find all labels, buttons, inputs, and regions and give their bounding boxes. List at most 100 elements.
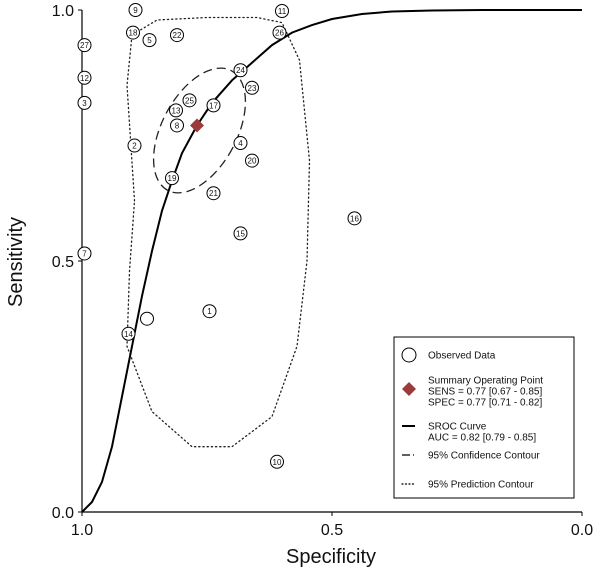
observed-point-marker <box>165 171 179 186</box>
observed-point-marker <box>245 80 259 95</box>
observed-point: 10 <box>270 454 284 469</box>
x-tick-label: 0.5 <box>321 522 343 539</box>
observed-point-label: 14 <box>124 330 133 339</box>
observed-point-label: 17 <box>209 101 218 110</box>
observed-point-marker <box>347 211 362 226</box>
observed-point-marker <box>140 311 154 326</box>
observed-point-marker <box>233 136 248 151</box>
observed-point-marker <box>77 246 92 261</box>
observed-point-marker <box>77 38 92 53</box>
observed-point: 26 <box>272 25 287 40</box>
observed-point-marker <box>170 118 184 133</box>
observed-point-marker <box>77 70 92 85</box>
observed-point: 14 <box>121 326 136 341</box>
observed-point-label: 7 <box>82 249 87 258</box>
observed-point: 15 <box>233 226 248 241</box>
observed-point-marker <box>245 153 259 168</box>
observed-point: 19 <box>165 171 179 186</box>
observed-point: 17 <box>206 98 221 113</box>
observed-point-label: 23 <box>248 84 257 93</box>
observed-point: 13 <box>169 103 183 118</box>
y-axis-title: Sensitivity <box>5 217 27 307</box>
observed-point: 9 <box>128 3 143 17</box>
observed-point: 7 <box>77 246 92 261</box>
observed-point-label: 25 <box>185 96 194 105</box>
y-tick-label: 0.5 <box>52 254 74 271</box>
legend-label: 95% Prediction Contour <box>428 480 534 491</box>
observed-point-marker <box>182 93 197 108</box>
y-tick-label: 1.0 <box>52 3 74 20</box>
observed-point-label: 18 <box>129 29 138 38</box>
legend-detail: SPEC = 0.77 [0.71 - 0.82] <box>428 398 542 409</box>
observed-point-marker <box>202 304 217 319</box>
observed-point: 11 <box>275 4 289 19</box>
observed-point-marker <box>206 186 221 201</box>
observed-point: 23 <box>245 80 259 95</box>
legend-detail: AUC = 0.82 [0.79 - 0.85] <box>428 433 536 444</box>
observed-point-label: 5 <box>147 36 152 45</box>
observed-point-label: 11 <box>278 7 287 16</box>
legend-observed-icon <box>401 347 417 363</box>
observed-point-label: 4 <box>238 139 243 148</box>
observed-point-label: 12 <box>80 74 89 83</box>
legend-detail: SENS = 0.77 [0.67 - 0.85] <box>428 387 542 398</box>
observed-point-marker <box>128 3 143 17</box>
observed-point-marker <box>126 25 140 40</box>
observed-point-marker <box>233 226 248 241</box>
observed-point-marker <box>121 326 136 341</box>
observed-point-label: 27 <box>80 41 89 50</box>
observed-point: 22 <box>170 28 184 43</box>
observed-point-marker <box>170 28 184 43</box>
observed-point-label: 8 <box>175 121 180 130</box>
observed-point-label: 2 <box>132 142 137 151</box>
observed-point-label: 9 <box>133 6 138 15</box>
observed-point: 4 <box>233 136 248 151</box>
observed-point-label: 10 <box>273 458 282 467</box>
observed-point: 24 <box>233 63 248 78</box>
observed-point: 21 <box>206 186 221 201</box>
observed-point-marker <box>77 95 92 110</box>
observed-point-marker <box>272 25 287 40</box>
observed-point: 8 <box>170 118 184 133</box>
legend-label: Observed Data <box>428 351 496 362</box>
observed-point: 2 <box>127 138 142 153</box>
observed-point-label: 26 <box>275 29 284 38</box>
x-axis-title: Specificity <box>286 546 376 567</box>
observed-point: 25 <box>182 93 197 108</box>
y-tick-label: 0.0 <box>52 505 74 522</box>
observed-point-label: 19 <box>168 174 177 183</box>
observed-point: 18 <box>126 25 140 40</box>
observed-point-label: 15 <box>236 229 245 238</box>
observed-point: 5 <box>142 33 157 48</box>
observed-point-label: 1 <box>207 307 212 316</box>
legend-label: Summary Operating Point <box>428 376 543 387</box>
legend: Observed Data Summary Operating PointSENS… <box>393 336 575 499</box>
observed-point: 20 <box>245 153 259 168</box>
legend-label: 95% Confidence Contour <box>428 451 540 462</box>
observed-point: 27 <box>77 38 92 53</box>
observed-point-marker <box>270 454 284 469</box>
observed-point: 3 <box>77 95 92 110</box>
x-tick-label: 1.0 <box>71 522 93 539</box>
observed-point-marker <box>206 98 221 113</box>
observed-point-label: 22 <box>173 31 182 40</box>
legend-label: SROC Curve <box>428 422 487 433</box>
legend-box <box>393 336 575 499</box>
summary-operating-point <box>190 118 204 133</box>
observed-point-marker <box>275 4 289 19</box>
observed-point-marker <box>127 138 142 153</box>
x-tick-label: 0.0 <box>571 522 593 539</box>
observed-point-label: 13 <box>172 106 181 115</box>
observed-point-marker <box>169 103 183 118</box>
observed-point-marker <box>142 33 157 48</box>
observed-point: 16 <box>347 211 362 226</box>
observed-point-label: 24 <box>236 66 245 75</box>
observed-point-label: 21 <box>209 189 218 198</box>
legend-summary-icon <box>402 382 416 396</box>
observed-point: 1 <box>202 304 217 319</box>
observed-point-marker <box>233 63 248 78</box>
observed-point-label: 20 <box>248 157 257 166</box>
observed-point: 12 <box>77 70 92 85</box>
confidence-contour <box>152 67 247 194</box>
